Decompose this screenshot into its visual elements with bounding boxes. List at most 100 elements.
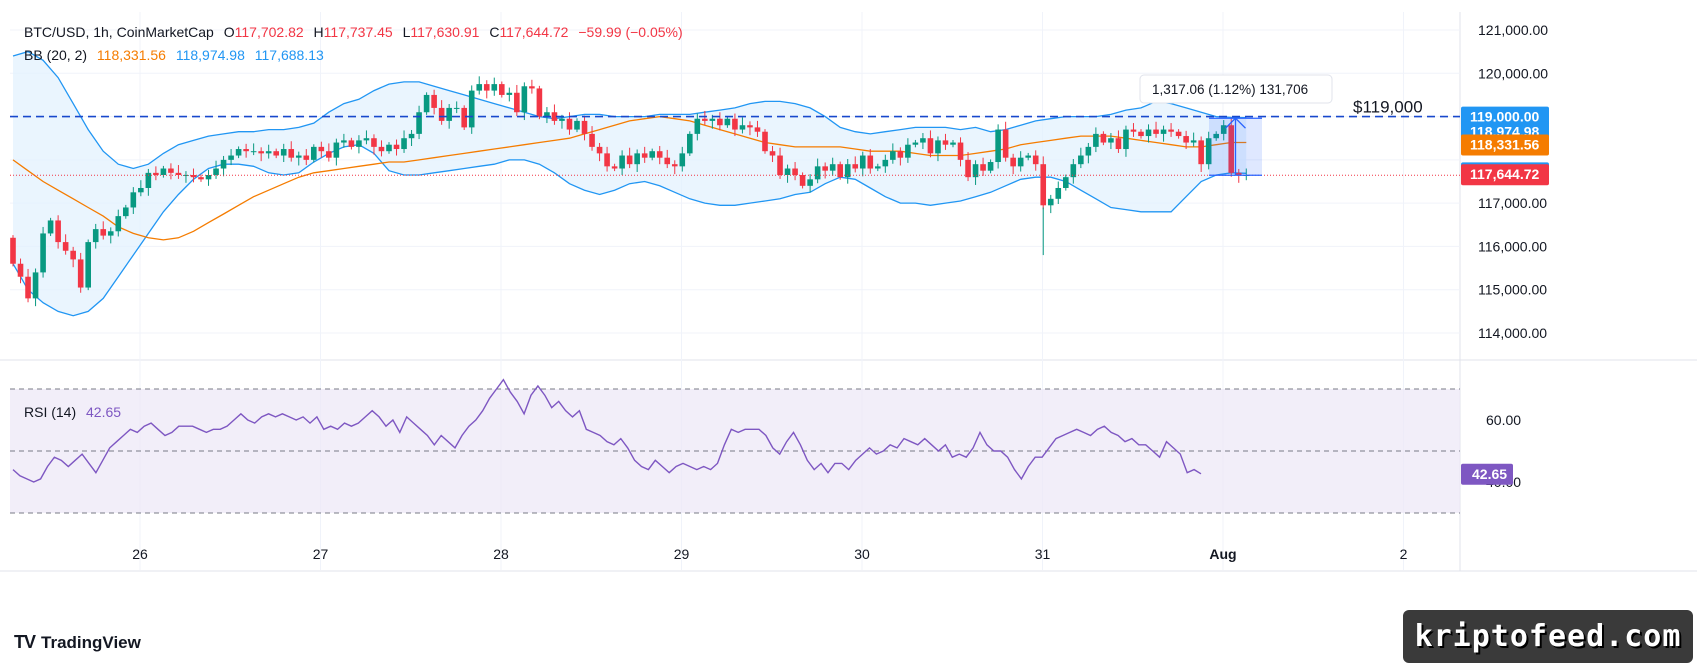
candle-body	[333, 142, 340, 158]
candle-body	[258, 151, 264, 154]
time-label: 27	[313, 546, 329, 562]
candle-body	[1145, 129, 1152, 137]
candle-body	[536, 88, 543, 117]
candle-body	[85, 242, 91, 288]
watermark-text: kriptofeed.com	[1414, 619, 1682, 654]
candle-body	[1093, 133, 1099, 147]
candle-body	[168, 168, 174, 173]
candle-body	[724, 118, 731, 126]
candle-body	[92, 229, 99, 243]
candle-body	[17, 263, 24, 277]
price-tick-label: 116,000.00	[1478, 238, 1547, 254]
candle-body	[574, 120, 580, 130]
candle-body	[942, 140, 949, 145]
candle-body	[950, 142, 956, 145]
candle-body	[183, 175, 189, 177]
candle-body	[762, 131, 768, 152]
candle-body	[476, 84, 483, 91]
measure-tooltip: 1,317.06 (1.12%) 131,706	[1139, 74, 1333, 104]
candle-body	[1213, 133, 1219, 139]
candle-body	[1130, 129, 1137, 132]
candle-body	[611, 166, 618, 169]
price-tick-label: 115,000.00	[1478, 282, 1547, 298]
level-label: $119,000	[1353, 98, 1423, 117]
candle-body	[844, 164, 851, 178]
candle-body	[777, 155, 783, 176]
candle-body	[423, 94, 430, 113]
candle-body	[905, 144, 911, 158]
candle-body	[1100, 133, 1107, 143]
candle-body	[243, 149, 249, 152]
candle-body	[1183, 136, 1189, 143]
price-badge-label: 117,644.72	[1470, 166, 1540, 182]
candle-body	[965, 159, 971, 178]
candle-body	[1085, 146, 1092, 156]
candle-body	[356, 140, 362, 147]
candle-body	[626, 155, 633, 165]
rsi-line	[12, 378, 1202, 483]
candle-body	[1228, 125, 1235, 173]
candle-body	[1010, 157, 1016, 167]
candle-body	[769, 151, 776, 156]
candle-body	[559, 118, 565, 121]
candle-body	[596, 146, 603, 154]
candle-body	[784, 168, 791, 176]
bb-label[interactable]: BB (20, 2)	[24, 47, 88, 63]
candle-body	[1205, 138, 1212, 165]
candle-body	[1138, 131, 1144, 137]
candle-body	[32, 272, 39, 299]
candle-body	[792, 168, 798, 176]
candle-body	[431, 94, 437, 108]
candle-body	[491, 84, 498, 91]
candle-body	[408, 133, 415, 139]
candle-body	[235, 149, 242, 156]
candle-body	[641, 153, 648, 158]
candle-body	[566, 118, 573, 130]
watermark: kriptofeed.com	[1403, 610, 1693, 663]
candle-body	[265, 151, 272, 154]
time-label: 30	[854, 546, 870, 562]
candle-body	[649, 151, 655, 158]
rsi-badge: 42.65	[1461, 463, 1513, 485]
candle-body	[671, 164, 678, 167]
candle-body	[987, 162, 994, 171]
tradingview-brand: TradingView	[41, 632, 141, 652]
candle-body	[829, 164, 836, 171]
candle-body	[100, 229, 107, 236]
symbol-label[interactable]: BTC/USD, 1h, CoinMarketCap	[24, 24, 214, 40]
price-tick-label: 117,000.00	[1478, 195, 1547, 211]
open-value: O117,702.82	[223, 24, 304, 40]
price-tick-label: 121,000.00	[1478, 22, 1548, 38]
candle-body	[882, 159, 889, 167]
rsi-badge-bg	[1461, 463, 1513, 485]
rsi-label[interactable]: RSI (14)	[24, 404, 77, 420]
candle-body	[514, 92, 520, 113]
candle-body	[115, 216, 122, 232]
candle-body	[499, 84, 505, 95]
rsi-value: 42.65	[86, 404, 122, 420]
candle-body	[634, 153, 640, 165]
candle-body	[1190, 140, 1197, 143]
rsi-layer	[10, 378, 1460, 514]
candle-body	[1108, 138, 1114, 143]
candle-body	[702, 118, 708, 121]
candle-body	[25, 276, 31, 299]
candle-body	[506, 92, 513, 95]
candle-body	[175, 172, 182, 176]
candle-body	[348, 140, 355, 147]
candle-body	[709, 118, 716, 121]
price-badge: 117,644.72	[1461, 164, 1549, 186]
candle-body	[521, 86, 528, 113]
candle-body	[807, 179, 813, 186]
candle-body	[1168, 129, 1174, 132]
candle-body	[386, 144, 392, 152]
candle-body	[107, 231, 114, 236]
candle-body	[55, 220, 61, 243]
candle-body	[483, 84, 490, 91]
candle-body	[1175, 131, 1182, 137]
candle-body	[1198, 140, 1204, 165]
high-value: H117,737.45	[313, 24, 393, 40]
tradingview-logo[interactable]: TV TradingView	[14, 632, 141, 653]
